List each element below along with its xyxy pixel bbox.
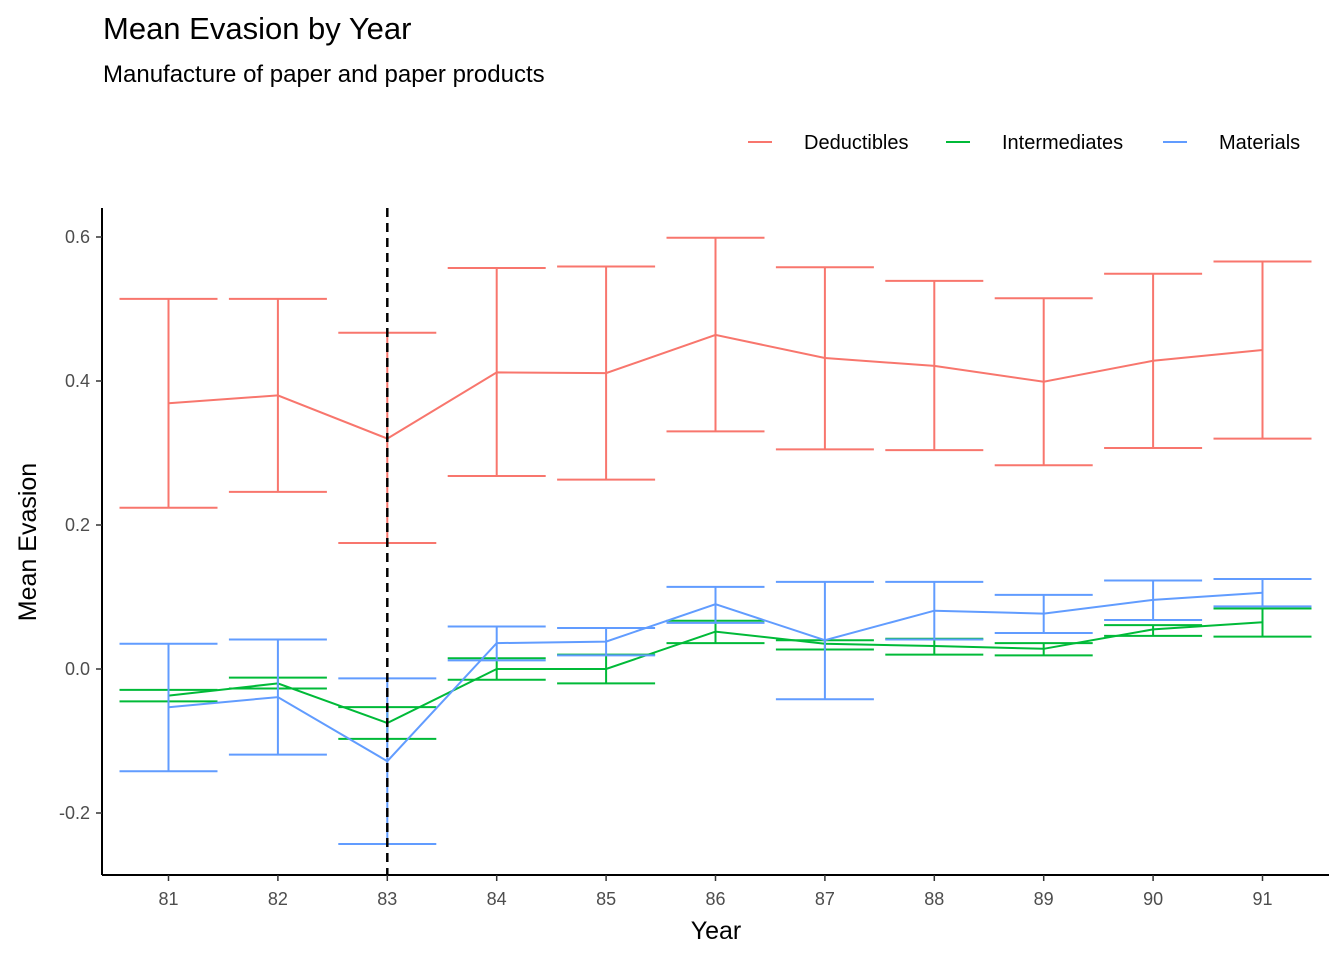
series-line-deductibles: [168, 333, 1263, 440]
x-tick-label: 81: [158, 889, 178, 909]
x-tick-label: 90: [1143, 889, 1163, 909]
x-tick-label: 83: [377, 889, 397, 909]
y-axis-title: Mean Evasion: [14, 463, 42, 621]
y-axis-ticks: -0.2 0.0 0.2 0.4 0.6: [59, 227, 102, 823]
chart-title: Mean Evasion by Year: [103, 11, 412, 46]
legend-label-intermediates: Intermediates: [1002, 132, 1123, 154]
x-tick-label: 88: [924, 889, 944, 909]
series-materials: [119, 578, 1312, 845]
legend: Deductibles Intermediates Materials: [748, 132, 1300, 154]
x-tick-label: 82: [268, 889, 288, 909]
x-tick-label: 85: [596, 889, 616, 909]
x-tick-label: 89: [1034, 889, 1054, 909]
series-deductibles: [119, 236, 1312, 544]
x-axis-title: Year: [691, 917, 742, 945]
series-line-intermediates: [168, 621, 1263, 725]
legend-label-deductibles: Deductibles: [804, 132, 909, 154]
y-tick-label: 0.4: [65, 371, 90, 391]
plot-area: [119, 208, 1312, 875]
x-tick-label: 91: [1252, 889, 1272, 909]
x-axis-ticks: 81 82 83 84 85 86 87 88 89 90 91: [158, 875, 1273, 909]
y-tick-label: 0.6: [65, 227, 90, 247]
x-tick-label: 86: [705, 889, 725, 909]
x-tick-label: 87: [815, 889, 835, 909]
y-tick-label: -0.2: [59, 803, 90, 823]
legend-label-materials: Materials: [1219, 132, 1300, 154]
y-tick-label: 0.2: [65, 515, 90, 535]
x-tick-label: 84: [487, 889, 507, 909]
series-intermediates: [119, 607, 1312, 740]
y-tick-label: 0.0: [65, 659, 90, 679]
chart-subtitle: Manufacture of paper and paper products: [103, 61, 545, 88]
series-line-materials: [168, 591, 1263, 763]
